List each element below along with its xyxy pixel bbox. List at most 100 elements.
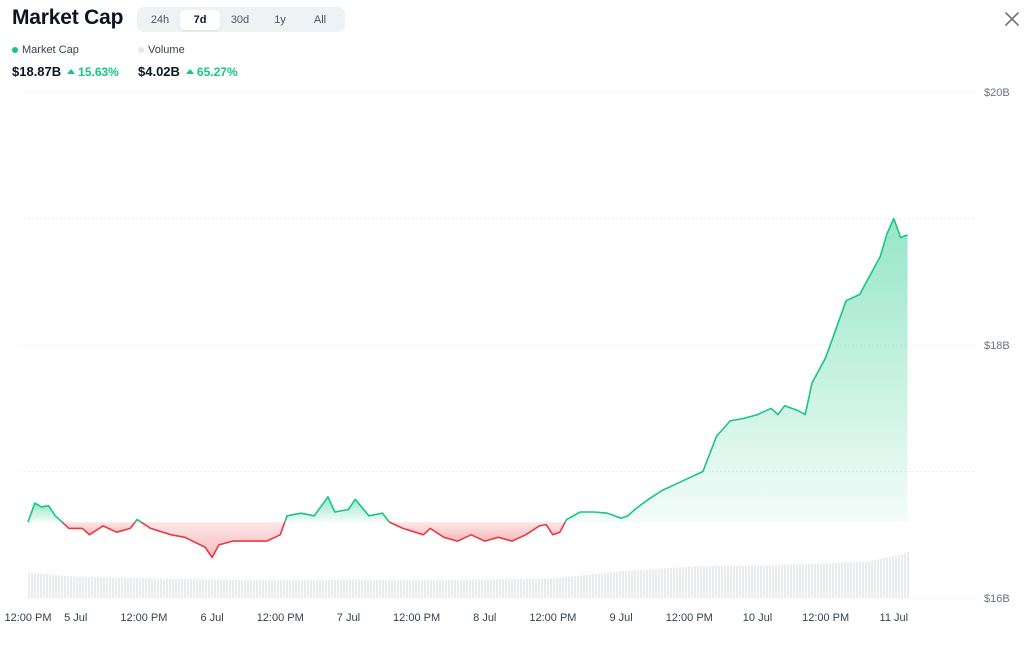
volume-bar (880, 558, 882, 598)
volume-bar (664, 568, 666, 598)
volume-bar (769, 565, 771, 598)
volume-bar (628, 570, 630, 598)
volume-bar (556, 578, 558, 598)
legend-volume[interactable]: Volume (138, 44, 185, 56)
page-title: Market Cap (12, 6, 124, 29)
volume-bar (343, 579, 345, 598)
volume-bar (331, 579, 333, 598)
volume-bar (697, 566, 699, 598)
volume-bar (499, 579, 501, 598)
tab-30d[interactable]: 30d (230, 13, 250, 26)
volume-bar (523, 578, 525, 598)
volume-bar (268, 580, 270, 598)
volume-bar (712, 566, 714, 598)
market-cap-dot (12, 47, 18, 53)
volume-bar (832, 563, 834, 598)
volume-bar (748, 565, 750, 598)
volume-bar (643, 569, 645, 598)
volume-bar (676, 567, 678, 598)
x-tick-label: 12:00 PM (4, 612, 51, 624)
volume-bar (229, 579, 231, 598)
volume-bar (298, 579, 300, 598)
volume-bar (199, 579, 201, 598)
legend-market-cap[interactable]: Market Cap (12, 44, 79, 56)
volume-bar (850, 562, 852, 598)
volume-bar (895, 555, 897, 598)
volume-bar (316, 579, 318, 598)
volume-bar (826, 563, 828, 598)
volume-bar (745, 565, 747, 598)
line-down (140, 521, 286, 559)
volume-bar (253, 579, 255, 598)
volume-bar (670, 567, 672, 598)
volume-bar (727, 566, 729, 598)
tab-24h[interactable]: 24h (150, 13, 170, 26)
volume-bar (220, 579, 222, 598)
volume-bar (292, 580, 294, 598)
tab-1y[interactable]: 1y (274, 13, 286, 26)
volume-bar (163, 578, 165, 598)
volume-bar (439, 579, 441, 598)
tab-all[interactable]: All (313, 13, 327, 26)
volume-bar (532, 578, 534, 598)
volume-bar (115, 577, 117, 598)
volume-bar (214, 579, 216, 598)
volume-bar (433, 579, 435, 598)
close-icon[interactable] (1003, 10, 1021, 28)
volume-bar (40, 573, 42, 598)
volume-bar (367, 579, 369, 598)
volume-bar (721, 566, 723, 598)
volume-bar (193, 579, 195, 598)
market-cap-change-value: 15.63% (78, 64, 119, 79)
volume-bar (64, 575, 66, 598)
volume-bar (859, 561, 861, 598)
volume-bar (325, 579, 327, 598)
volume-bar (130, 578, 132, 598)
volume-bar (781, 564, 783, 598)
volume-bar (553, 578, 555, 598)
x-tick-label: 8 Jul (473, 612, 496, 624)
volume-bar (310, 579, 312, 598)
volume-bar (91, 577, 93, 598)
volume-bar (820, 563, 822, 598)
x-tick-label: 12:00 PM (257, 612, 304, 624)
volume-bar (907, 552, 909, 598)
line-up (27, 502, 63, 523)
volume-bar (568, 576, 570, 598)
volume-bar (562, 577, 564, 598)
volume-bar (529, 578, 531, 598)
volume-bar (775, 565, 777, 598)
y-tick-label: $20B (984, 87, 1010, 99)
volume-bar (391, 579, 393, 598)
volume-bar (421, 580, 423, 598)
volume-bar (763, 565, 765, 598)
volume-bar (88, 577, 90, 598)
volume-bar (388, 579, 390, 598)
volume-bar (742, 565, 744, 598)
volume-bar (175, 578, 177, 598)
volume-bar (892, 556, 894, 598)
volume-bar (472, 579, 474, 598)
volume-bar (586, 574, 588, 598)
volume-bar (100, 577, 102, 598)
volume-bar (70, 576, 72, 598)
volume-bar (244, 579, 246, 598)
volume-bar (139, 578, 141, 598)
line-down (388, 521, 566, 542)
volume-bar (406, 580, 408, 598)
volume-bar (592, 574, 594, 598)
volume-bar (259, 579, 261, 598)
volume-bar (226, 579, 228, 598)
market-cap-stat: $18.87B 15.63% (12, 64, 119, 79)
volume-bar (181, 579, 183, 598)
volume-bar (547, 578, 549, 598)
volume-bar (757, 565, 759, 598)
x-tick-label: 9 Jul (609, 612, 632, 624)
tab-7d[interactable]: 7d (180, 9, 220, 30)
volume-bar (238, 579, 240, 598)
volume-bar (634, 570, 636, 598)
volume-bar (202, 579, 204, 598)
volume-bar (823, 563, 825, 598)
x-tick-label: 12:00 PM (802, 612, 849, 624)
